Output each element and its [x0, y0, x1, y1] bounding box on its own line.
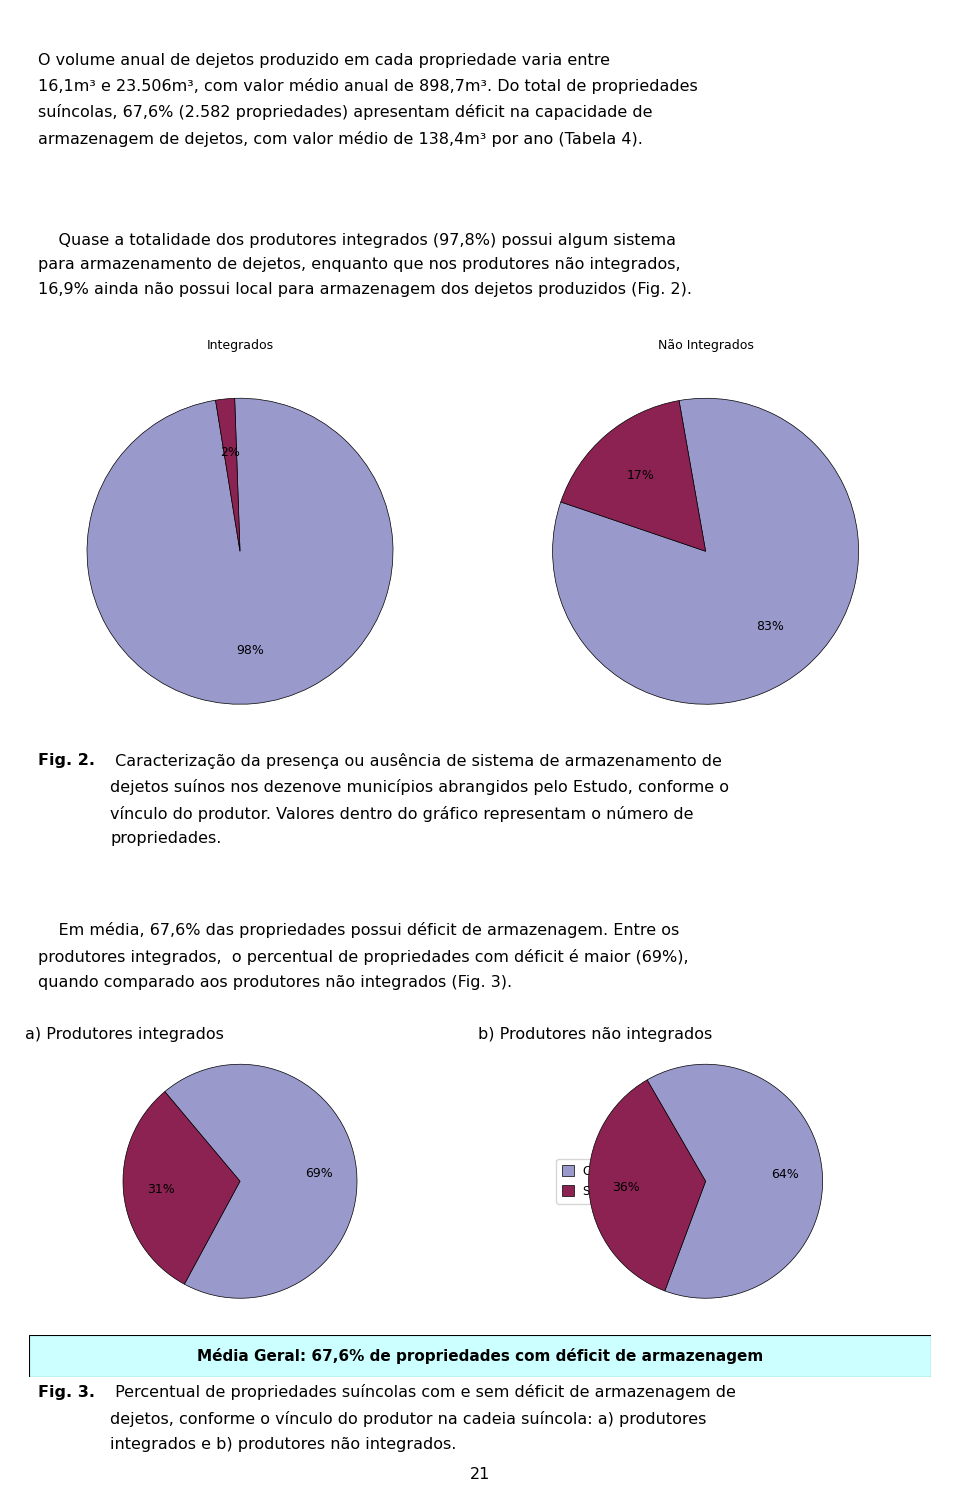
Legend: Possuem sistema de
armazenamento, Não possuem sistema de
armazenamento: Possuem sistema de armazenamento, Não po…	[629, 522, 789, 580]
Text: 98%: 98%	[236, 644, 264, 657]
Text: Fig. 3.: Fig. 3.	[38, 1384, 95, 1400]
Title: Integrados: Integrados	[206, 339, 274, 352]
Text: b) Produtores não integrados: b) Produtores não integrados	[478, 1028, 712, 1042]
Text: 17%: 17%	[627, 470, 655, 482]
Text: 21: 21	[469, 1467, 491, 1482]
Text: 36%: 36%	[612, 1182, 640, 1194]
Text: 2%: 2%	[221, 446, 240, 459]
Text: Quase a totalidade dos produtores integrados (97,8%) possui algum sistema
para a: Quase a totalidade dos produtores integr…	[38, 232, 692, 297]
Wedge shape	[588, 1080, 706, 1292]
Text: 69%: 69%	[305, 1167, 333, 1179]
Wedge shape	[165, 1065, 357, 1298]
Text: 31%: 31%	[147, 1184, 175, 1196]
Text: Em média, 67,6% das propriedades possui déficit de armazenagem. Entre os
produto: Em média, 67,6% das propriedades possui …	[38, 922, 689, 990]
Wedge shape	[216, 399, 240, 552]
Wedge shape	[87, 399, 393, 704]
FancyBboxPatch shape	[29, 1335, 931, 1377]
Text: O volume anual de dejetos produzido em cada propriedade varia entre
16,1m³ e 23.: O volume anual de dejetos produzido em c…	[38, 53, 698, 147]
Text: 64%: 64%	[771, 1168, 799, 1180]
Wedge shape	[561, 400, 706, 552]
Text: 83%: 83%	[756, 621, 784, 633]
Wedge shape	[553, 399, 858, 704]
Text: Caracterização da presença ou ausência de sistema de armazenamento de
dejetos su: Caracterização da presença ou ausência d…	[110, 753, 730, 846]
Text: Fig. 2.: Fig. 2.	[38, 753, 95, 768]
Title: Não Integrados: Não Integrados	[658, 339, 754, 352]
Wedge shape	[647, 1064, 823, 1298]
Wedge shape	[123, 1092, 240, 1284]
Legend: Com Déficit, Sem Déficit: Com Déficit, Sem Déficit	[556, 1160, 659, 1203]
Text: Média Geral: 67,6% de propriedades com déficit de armazenagem: Média Geral: 67,6% de propriedades com d…	[197, 1348, 763, 1364]
Text: a) Produtores integrados: a) Produtores integrados	[25, 1028, 225, 1042]
Text: Percentual de propriedades suíncolas com e sem déficit de armazenagem de
dejetos: Percentual de propriedades suíncolas com…	[110, 1384, 736, 1452]
